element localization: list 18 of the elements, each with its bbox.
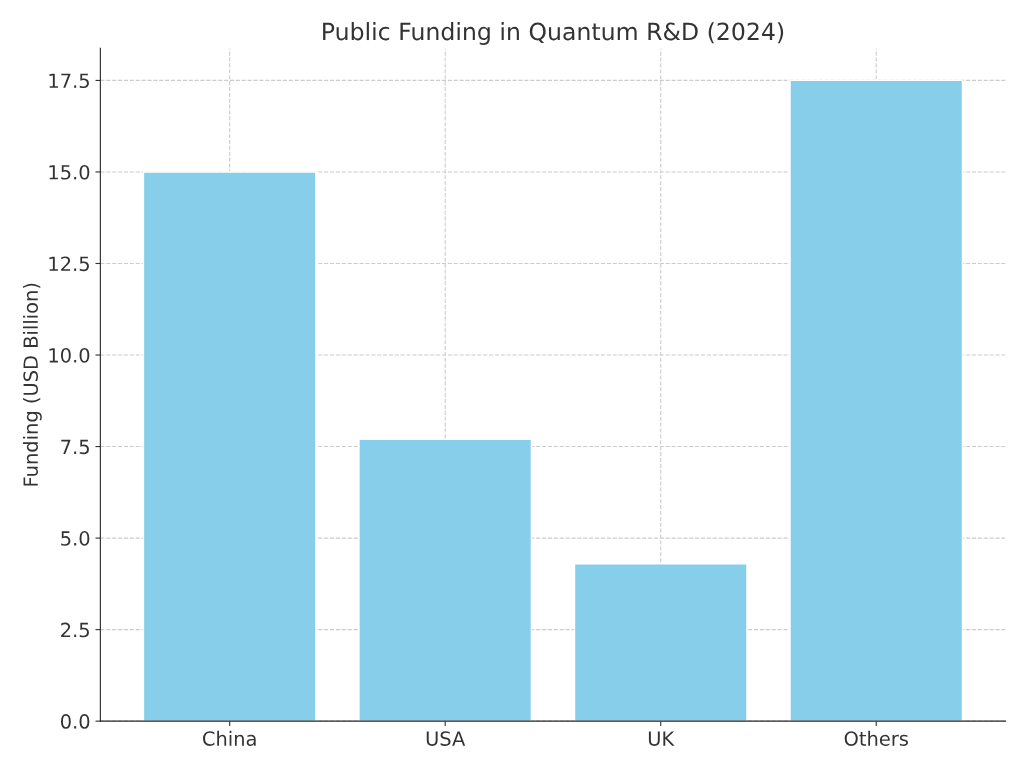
y-tick-label: 5.0 [61, 531, 90, 546]
x-tick-label: Others [844, 730, 908, 746]
y-tick-label: 10.0 [49, 347, 90, 363]
bar [142, 171, 317, 722]
y-tick-label: 7.5 [61, 439, 89, 455]
bar [789, 79, 964, 722]
y-tick-label: 12.5 [49, 256, 89, 272]
chart-title: Public Funding in Quantum R&D (2024) [323, 22, 784, 45]
x-tick-label: China [202, 730, 256, 746]
bar [573, 563, 748, 722]
x-tick-label: USA [426, 731, 466, 746]
y-tick-label: 17.5 [49, 73, 89, 89]
y-axis-title: Funding (USD Billion) [22, 283, 42, 486]
x-tick-label: UK [648, 731, 675, 746]
y-tick-label: 0.0 [60, 714, 90, 729]
y-tick-label: 2.5 [61, 622, 89, 638]
y-tick-label: 15.0 [49, 164, 90, 180]
bar [358, 438, 533, 722]
